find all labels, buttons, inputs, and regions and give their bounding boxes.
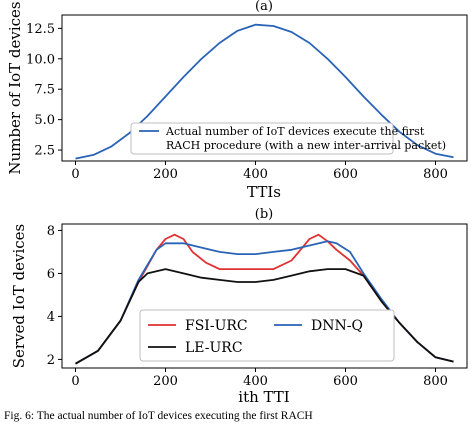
x-tick-label: 0 <box>71 167 79 182</box>
panel-b-label: (b) <box>255 207 273 222</box>
series-line-le-urc <box>75 268 454 365</box>
y-tick-label: 8 <box>47 224 55 239</box>
x-tick-label: 200 <box>153 167 178 182</box>
series-line-dnn-q <box>75 240 454 365</box>
panel-a-legend-label-line1: Actual number of IoT devices execute the… <box>165 125 425 138</box>
panel-b-legend-box <box>139 309 395 362</box>
panel-b-lines <box>75 233 454 365</box>
panel-b-legend-label-le: LE-URC <box>185 340 243 356</box>
panel-a-xlabel: TTIs <box>247 183 281 201</box>
panel-b-legend-label-dnn: DNN-Q <box>311 318 363 334</box>
y-tick-label: 2.5 <box>34 144 55 159</box>
x-tick-label: 800 <box>423 374 448 389</box>
y-tick-label: 7.5 <box>34 83 55 98</box>
panel-b-legend: FSI-URC DNN-Q LE-URC <box>139 309 395 362</box>
panel-b-ticks: 0 200 400 600 800 2 4 6 8 <box>47 224 448 389</box>
y-tick-label: 12.5 <box>26 22 55 37</box>
x-tick-label: 200 <box>153 374 178 389</box>
panel-a-plot-frame <box>61 14 468 162</box>
y-tick-label: 10.0 <box>26 52 55 67</box>
y-tick-label: 4 <box>47 310 55 325</box>
panel-a-label: (a) <box>255 0 273 14</box>
panel-b-xlabel: ith TTI <box>238 388 290 406</box>
x-tick-label: 400 <box>243 374 268 389</box>
x-tick-label: 400 <box>243 167 268 182</box>
y-tick-label: 2 <box>47 353 55 368</box>
panel-b-ylabel: Served IoT devices <box>10 224 28 369</box>
panel-a-legend: Actual number of IoT devices execute the… <box>130 122 446 155</box>
panel-a-legend-box <box>130 122 394 155</box>
x-tick-label: 600 <box>333 374 358 389</box>
panel-a-ticks: 0 200 400 600 800 2.5 5.0 7.5 10.0 12.5 <box>26 22 448 182</box>
x-tick-label: 600 <box>333 167 358 182</box>
panel-a-legend-label-line2: RACH procedure (with a new inter-arrival… <box>166 139 446 152</box>
y-tick-label: 6 <box>47 267 55 282</box>
panel-b-chart: (b) 0 200 400 600 800 2 4 6 8 FSI-URC DNN-Q LE-U… <box>10 207 468 406</box>
panel-a-ylabel: Number of IoT devices <box>6 1 24 174</box>
panel-a-chart: (a) 0 200 400 600 800 2.5 5.0 7.5 10.0 12.5 Actua… <box>6 0 468 201</box>
x-tick-label: 800 <box>423 167 448 182</box>
y-tick-label: 5.0 <box>34 113 55 128</box>
figure-caption: Fig. 6: The actual number of IoT devices… <box>4 410 313 422</box>
panel-b-plot-frame <box>61 223 468 369</box>
x-tick-label: 0 <box>71 374 79 389</box>
panel-b-legend-label-fsi: FSI-URC <box>185 318 248 334</box>
